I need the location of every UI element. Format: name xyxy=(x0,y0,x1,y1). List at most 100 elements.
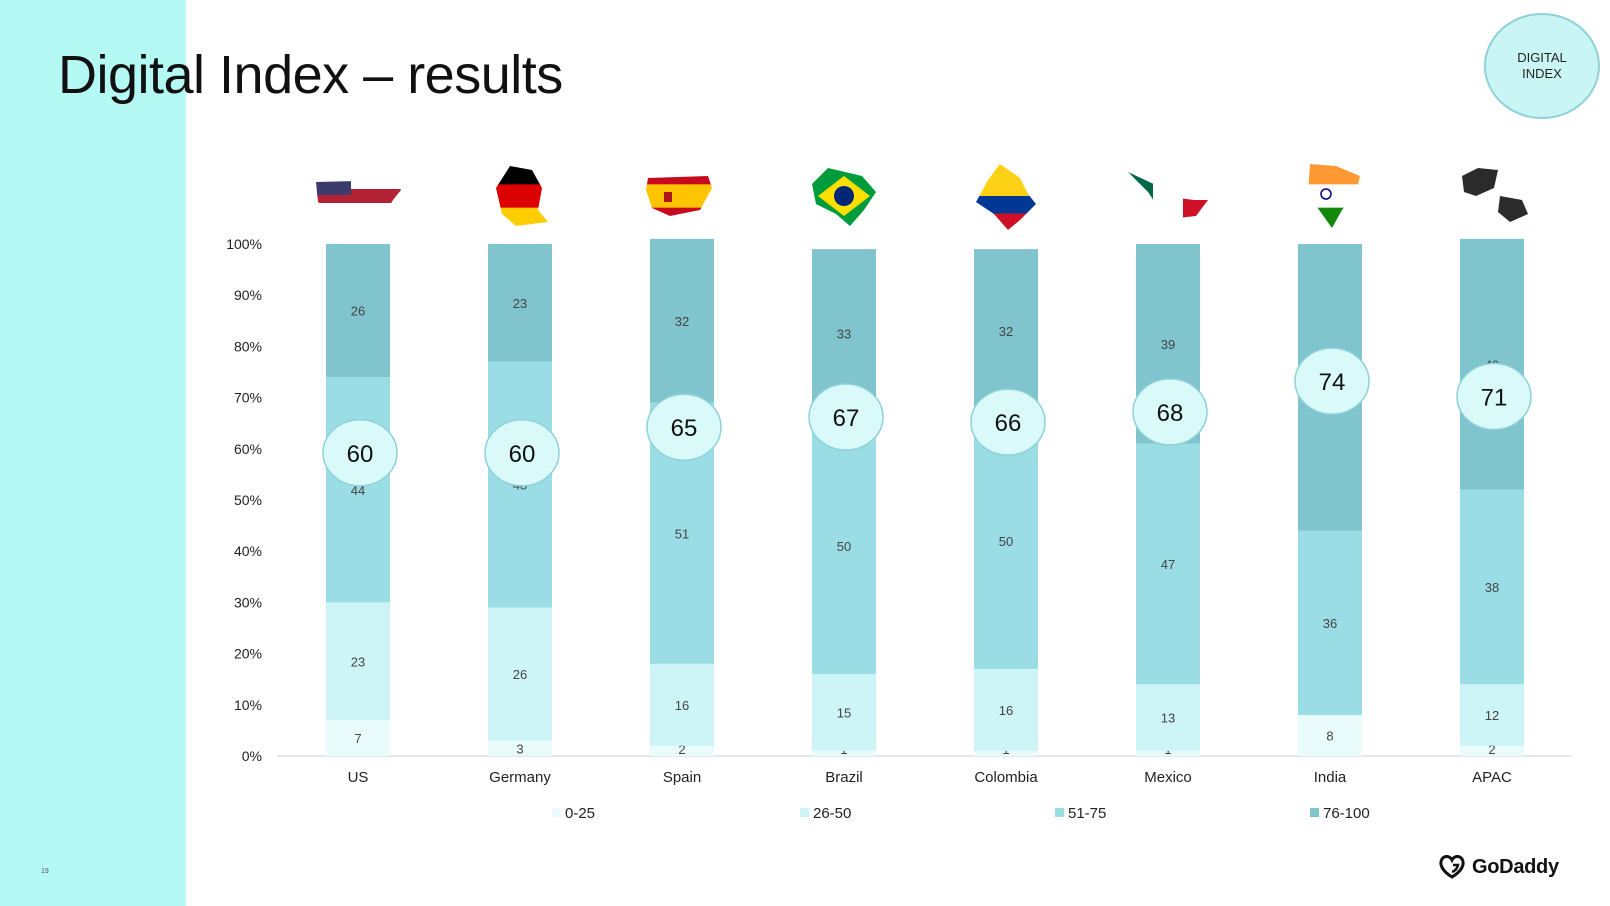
bar-segment-51-75 xyxy=(812,418,876,675)
legend: 0-25 26-50 51-75 76-100 xyxy=(552,805,1370,822)
y-axis: 0% 10% 20% 30% 40% 50% 60% 70% 80% 90% 100% xyxy=(226,236,1572,764)
godaddy-logo-icon xyxy=(1439,855,1465,879)
bar-segment-0-25 xyxy=(650,745,714,756)
bars: 7234426326482321651321155033116503211347… xyxy=(326,238,1524,757)
index-bubble-circle xyxy=(808,383,884,451)
bar-segment-0-25 xyxy=(1136,750,1200,756)
index-score-label: 66 xyxy=(995,410,1022,437)
data-label: 8 xyxy=(1326,729,1333,744)
bar-segment-76-100 xyxy=(650,238,714,403)
y-tick-label: 60% xyxy=(234,441,262,457)
legend-label: 26-50 xyxy=(813,805,851,822)
data-label: 7 xyxy=(354,731,361,746)
index-bubble-circle xyxy=(1456,362,1532,431)
bar-segment-26-50 xyxy=(650,663,714,746)
bar-segment-0-25 xyxy=(488,740,552,756)
bar-segment-76-100 xyxy=(326,244,390,378)
bar-segment-26-50 xyxy=(488,607,552,741)
bar-segment-0-25 xyxy=(974,750,1038,756)
bar-segment-76-100 xyxy=(974,249,1038,413)
data-label: 16 xyxy=(675,698,689,713)
data-label: 3 xyxy=(516,741,523,756)
x-axis: US Germany Spain Brazil Colombia Mexico India A… xyxy=(348,769,1512,786)
bar-segment-51-75 xyxy=(1298,530,1362,716)
legend-item-26-50: 26-50 xyxy=(800,805,851,822)
index-bubble: 68 xyxy=(1132,378,1208,446)
index-bubble: 74 xyxy=(1294,347,1370,415)
x-tick-label: Brazil xyxy=(825,769,863,786)
index-bubble-circle xyxy=(484,419,560,487)
spain-flag-map-icon xyxy=(646,176,712,216)
x-tick-label: APAC xyxy=(1472,769,1512,786)
index-bubble-circle xyxy=(1132,378,1208,446)
x-tick-label: Germany xyxy=(489,769,551,786)
legend-label: 51-75 xyxy=(1068,805,1106,822)
legend-label: 0-25 xyxy=(565,805,595,822)
legend-item-0-25: 0-25 xyxy=(552,805,595,822)
badge-label: DIGITAL INDEX xyxy=(1517,50,1567,81)
data-label: 51 xyxy=(675,526,689,541)
index-bubble: 71 xyxy=(1456,362,1532,431)
index-score-label: 71 xyxy=(1481,384,1508,411)
godaddy-logo: GoDaddy xyxy=(1438,855,1559,879)
bar-segment-0-25 xyxy=(326,720,390,756)
bar-stack-apac: 2123849 xyxy=(1460,238,1524,757)
logo-text: GoDaddy xyxy=(1472,855,1559,878)
data-label: 50 xyxy=(837,539,851,554)
x-tick-label: Mexico xyxy=(1144,769,1192,786)
data-label: 2 xyxy=(678,742,685,757)
legend-item-76-100: 76-100 xyxy=(1310,805,1370,822)
colombia-flag-map-icon xyxy=(976,164,1036,230)
y-tick-label: 0% xyxy=(242,748,262,764)
index-bubble: 60 xyxy=(484,419,560,487)
y-tick-label: 90% xyxy=(234,287,262,303)
y-tick-label: 30% xyxy=(234,594,262,610)
index-score-label: 65 xyxy=(671,415,698,442)
bar-segment-26-50 xyxy=(1460,684,1524,746)
data-label: 47 xyxy=(1161,557,1175,572)
bar-stack-spain: 2 16 51 32 xyxy=(650,238,714,757)
y-tick-label: 10% xyxy=(234,697,262,713)
data-label: 13 xyxy=(1161,711,1175,726)
bar-segment-51-75 xyxy=(326,377,390,603)
legend-swatch xyxy=(1055,808,1064,817)
data-label: 16 xyxy=(999,703,1013,718)
x-tick-label: US xyxy=(348,769,369,786)
page-title: Digital Index – results xyxy=(58,45,563,105)
data-label: 26 xyxy=(513,667,527,682)
digital-index-badge: DIGITAL INDEX xyxy=(1484,13,1600,119)
bar-stack-india: 83656 xyxy=(1298,244,1362,756)
germany-flag-map-icon xyxy=(496,166,548,226)
data-label: 26 xyxy=(351,304,365,319)
bar-segment-76-100 xyxy=(488,244,552,362)
index-bubble-circle xyxy=(970,388,1046,456)
index-bubble: 60 xyxy=(322,419,398,487)
data-label: 23 xyxy=(513,296,527,311)
india-flag-map-icon xyxy=(1308,164,1360,228)
bar-segment-0-25 xyxy=(1298,715,1362,756)
bar-stack-mexico: 1134739 xyxy=(1136,244,1200,757)
us-flag-map-icon xyxy=(316,180,401,214)
bar-segment-26-50 xyxy=(1136,684,1200,751)
data-label: 15 xyxy=(837,705,851,720)
data-label: 32 xyxy=(999,324,1013,339)
data-label: 23 xyxy=(351,654,365,669)
legend-label: 76-100 xyxy=(1323,805,1370,822)
x-tick-label: India xyxy=(1314,769,1347,786)
y-tick-label: 20% xyxy=(234,646,262,662)
data-label: 36 xyxy=(1323,616,1337,631)
legend-swatch xyxy=(800,808,809,817)
index-score-label: 60 xyxy=(509,441,536,468)
y-tick-label: 80% xyxy=(234,338,262,354)
bar-stack-brazil: 1155033 xyxy=(812,249,876,757)
bar-segment-26-50 xyxy=(326,602,390,721)
data-label: 12 xyxy=(1485,708,1499,723)
index-bubble-circle xyxy=(322,419,398,487)
index-score-label: 67 xyxy=(833,405,860,432)
index-score-label: 74 xyxy=(1319,369,1346,396)
bar-stack-germany: 3264823 xyxy=(488,244,552,756)
bar-segment-0-25 xyxy=(812,750,876,756)
brazil-flag-map-icon xyxy=(812,168,876,226)
